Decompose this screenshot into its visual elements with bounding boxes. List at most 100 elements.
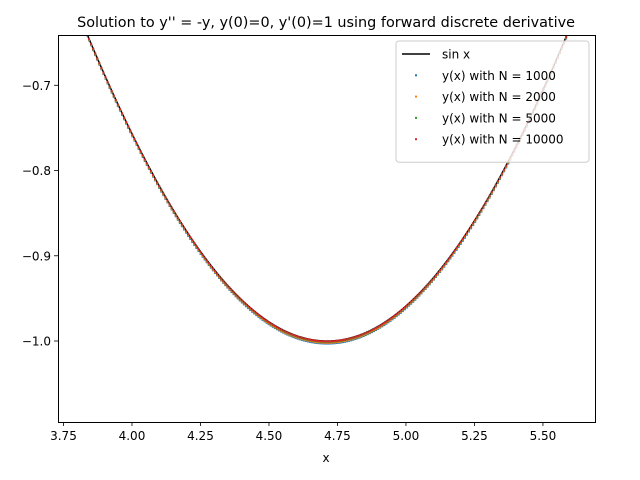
data-point	[580, 2, 582, 4]
legend-label: y(x) with N = 2000	[442, 90, 556, 104]
data-point	[577, 6, 579, 8]
data-point	[453, 249, 456, 252]
data-point	[166, 199, 169, 202]
x-tick-label: 4.00	[119, 429, 146, 443]
data-point	[567, 32, 569, 34]
data-point	[189, 236, 192, 239]
data-point	[387, 319, 390, 322]
data-point	[172, 210, 175, 213]
data-point	[127, 125, 130, 128]
legend-label: y(x) with N = 10000	[442, 133, 564, 147]
data-point	[406, 304, 409, 307]
data-point	[350, 337, 353, 340]
data-point	[284, 330, 287, 333]
data-point	[112, 94, 115, 97]
legend-label: sin x	[442, 48, 470, 62]
data-point	[379, 324, 382, 327]
data-point	[410, 300, 413, 303]
x-tick-label: 4.75	[324, 429, 351, 443]
data-point	[211, 267, 214, 270]
data-point	[164, 196, 167, 199]
data-point	[106, 80, 109, 83]
data-point	[259, 315, 262, 318]
data-point	[580, 2, 582, 4]
data-point	[74, 4, 76, 6]
data-point	[255, 312, 258, 315]
data-point	[218, 274, 221, 277]
data-point	[344, 338, 347, 341]
data-point	[92, 47, 95, 50]
data-point	[76, 9, 78, 11]
data-point	[503, 168, 506, 171]
data-point	[278, 327, 280, 330]
data-point	[346, 338, 349, 341]
data-point	[240, 299, 243, 302]
data-point	[311, 339, 314, 342]
data-point	[418, 292, 421, 295]
legend-swatch-point	[415, 74, 417, 77]
data-point	[424, 285, 427, 288]
data-point	[325, 340, 328, 343]
data-point	[141, 154, 144, 157]
data-point	[269, 322, 272, 325]
data-point	[294, 334, 297, 337]
data-point	[149, 170, 152, 173]
data-point	[168, 203, 171, 206]
y-axis: −0.7 −0.8 −0.9 −1.0	[22, 79, 58, 349]
data-point	[267, 321, 270, 324]
x-tick-label: 5.25	[461, 429, 488, 443]
data-point	[275, 326, 278, 329]
data-point	[94, 52, 97, 55]
data-point	[197, 248, 200, 251]
data-point	[280, 328, 283, 331]
data-point	[447, 258, 450, 261]
data-point	[203, 256, 206, 259]
data-point	[242, 301, 245, 304]
data-point	[451, 252, 454, 255]
data-point	[209, 264, 212, 267]
data-point	[224, 282, 227, 285]
x-axis: 3.75 4.00 4.25 4.50 4.75 5.00 5.25 5.50	[50, 422, 556, 443]
data-point	[575, 13, 577, 15]
data-point	[213, 269, 216, 272]
data-point	[412, 298, 415, 301]
legend: sin x y(x) with N = 1000 y(x) with N = 200…	[395, 40, 590, 163]
data-point	[71, 0, 73, 1]
data-point	[232, 291, 235, 294]
data-point	[174, 213, 177, 216]
data-point	[377, 325, 380, 328]
data-point	[478, 212, 481, 215]
data-point	[333, 340, 336, 343]
data-point	[580, 1, 582, 3]
data-point	[139, 150, 142, 153]
data-point	[567, 33, 569, 35]
data-point	[408, 302, 411, 305]
data-point	[170, 206, 173, 209]
data-point	[496, 180, 499, 183]
data-point	[230, 288, 233, 291]
data-point	[498, 176, 501, 179]
data-point	[445, 261, 448, 264]
legend-label: y(x) with N = 1000	[442, 69, 556, 83]
data-point	[403, 306, 406, 309]
data-point	[339, 339, 342, 342]
y-tick-label: −0.9	[22, 249, 51, 263]
data-point	[154, 177, 157, 180]
data-point	[187, 232, 190, 235]
data-point	[90, 42, 93, 45]
data-point	[152, 173, 155, 176]
data-point	[121, 112, 124, 115]
data-point	[182, 226, 185, 229]
data-point	[337, 339, 340, 342]
data-point	[317, 339, 320, 342]
data-point	[393, 314, 396, 317]
y-tick-label: −1.0	[22, 335, 51, 349]
data-point	[108, 85, 111, 88]
data-point	[468, 228, 471, 231]
data-point	[156, 181, 159, 184]
data-point	[501, 172, 504, 175]
data-point	[577, 7, 579, 9]
data-point	[199, 250, 202, 253]
data-point	[488, 194, 491, 197]
